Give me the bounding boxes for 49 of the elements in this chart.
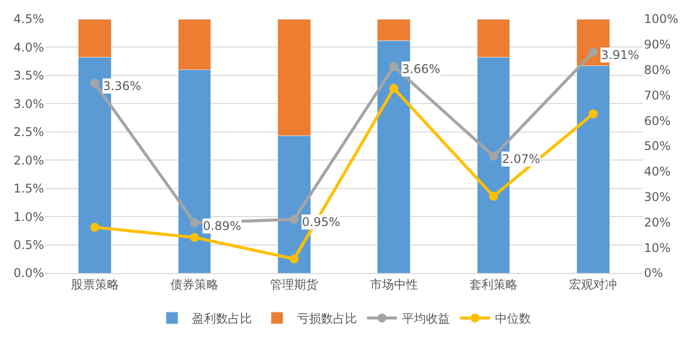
legend-label: 平均收益 [402, 312, 450, 326]
point [489, 192, 498, 201]
point [588, 48, 598, 57]
y2-tick-label: 0% [644, 266, 664, 280]
point [489, 152, 498, 161]
y2-tick-label: 20% [644, 215, 671, 230]
y2-tick-label: 70% [644, 88, 671, 102]
y-tick-label: 0.5% [14, 238, 44, 252]
data-label: 2.07% [502, 152, 540, 166]
y2-tick-label: 50% [644, 139, 671, 154]
y2-tick-label: 60% [644, 114, 671, 128]
data-label: 3.36% [103, 79, 142, 93]
point [588, 109, 598, 118]
y-tick-label: 2.5% [14, 125, 44, 140]
y2-tick-label: 80% [644, 63, 671, 77]
point [389, 62, 398, 71]
y-tick-label: 1.5% [14, 182, 44, 196]
point [90, 222, 100, 232]
x-tick-label: 市场中性 [370, 277, 418, 292]
data-label: 3.66% [402, 62, 440, 76]
legend-label: 中位数 [495, 312, 531, 326]
point [190, 218, 199, 228]
y2-tick-label: 30% [644, 190, 671, 204]
point [290, 214, 299, 224]
x-tick-label: 套利策略 [470, 277, 518, 292]
y-tick-label: 3.5% [14, 68, 44, 83]
y-tick-label: 2.0% [14, 153, 44, 168]
data-label: 0.89% [203, 219, 242, 233]
y-tick-label: 0.0% [14, 266, 44, 280]
y-tick-label: 3.0% [14, 96, 44, 111]
x-tick-label: 宏观对冲 [569, 277, 618, 292]
x-tick-label: 债券策略 [170, 277, 218, 292]
point [190, 232, 199, 242]
y-tick-label: 4.5% [14, 12, 44, 26]
y2-tick-label: 90% [644, 38, 671, 52]
point [90, 78, 100, 88]
data-label: 0.95% [302, 215, 340, 229]
y2-tick-label: 100% [644, 12, 678, 26]
x-tick-label: 管理期货 [270, 277, 318, 292]
x-tick-label: 股票策略 [70, 277, 119, 292]
y2-tick-label: 10% [644, 240, 671, 255]
legend-label: 盈利数占比 [192, 312, 252, 326]
point [290, 254, 299, 264]
data-label: 3.91% [601, 48, 640, 62]
point [389, 84, 398, 93]
y2-tick-label: 40% [644, 164, 671, 179]
legend-label: 亏损数占比 [297, 312, 357, 326]
y-tick-label: 4.0% [14, 40, 44, 54]
y-tick-label: 1.0% [14, 210, 44, 224]
